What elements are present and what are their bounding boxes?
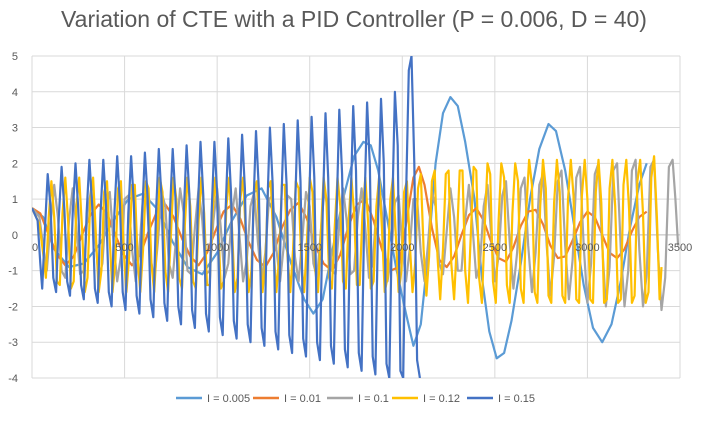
legend-label-0: I = 0.005: [207, 393, 250, 405]
legend-label-2: I = 0.1: [358, 393, 389, 405]
y-tick-label-1: 4: [12, 87, 18, 99]
x-tick-label-6: 3000: [575, 242, 599, 254]
legend-label-3: I = 0.12: [423, 393, 460, 405]
y-tick-label-8: -3: [8, 337, 18, 349]
y-tick-label-0: 5: [12, 51, 18, 63]
legend: I = 0.005 I = 0.01 I = 0.1 I = 0.12 I = 0.15: [176, 393, 535, 405]
y-tick-label-6: -1: [8, 266, 18, 278]
y-tick-label-4: 1: [12, 194, 18, 206]
series-line-4: [32, 56, 421, 378]
y-tick-label-9: -4: [8, 373, 18, 385]
x-tick-label-4: 2000: [390, 242, 414, 254]
x-tick-label-7: 3500: [668, 242, 692, 254]
y-tick-label-3: 2: [12, 158, 18, 170]
x-tick-label-0: 0: [32, 242, 38, 254]
legend-label-1: I = 0.01: [284, 393, 321, 405]
y-tick-label-2: 3: [12, 123, 18, 135]
x-tick-label-3: 1500: [297, 242, 321, 254]
series-lines: [32, 56, 680, 378]
chart-title: Variation of CTE with a PID Controller (…: [61, 6, 647, 32]
x-tick-label-1: 500: [115, 242, 133, 254]
x-tick-label-2: 1000: [205, 242, 229, 254]
y-tick-label-7: -2: [8, 301, 18, 313]
y-tick-label-5: 0: [12, 230, 18, 242]
legend-label-4: I = 0.15: [498, 393, 535, 405]
x-tick-label-5: 2500: [483, 242, 507, 254]
axis-labels: 5 4 3 2 1 0 -1 -2 -3 -4 0 500 1000 1500 2000 2500 3000 35…: [8, 51, 692, 385]
